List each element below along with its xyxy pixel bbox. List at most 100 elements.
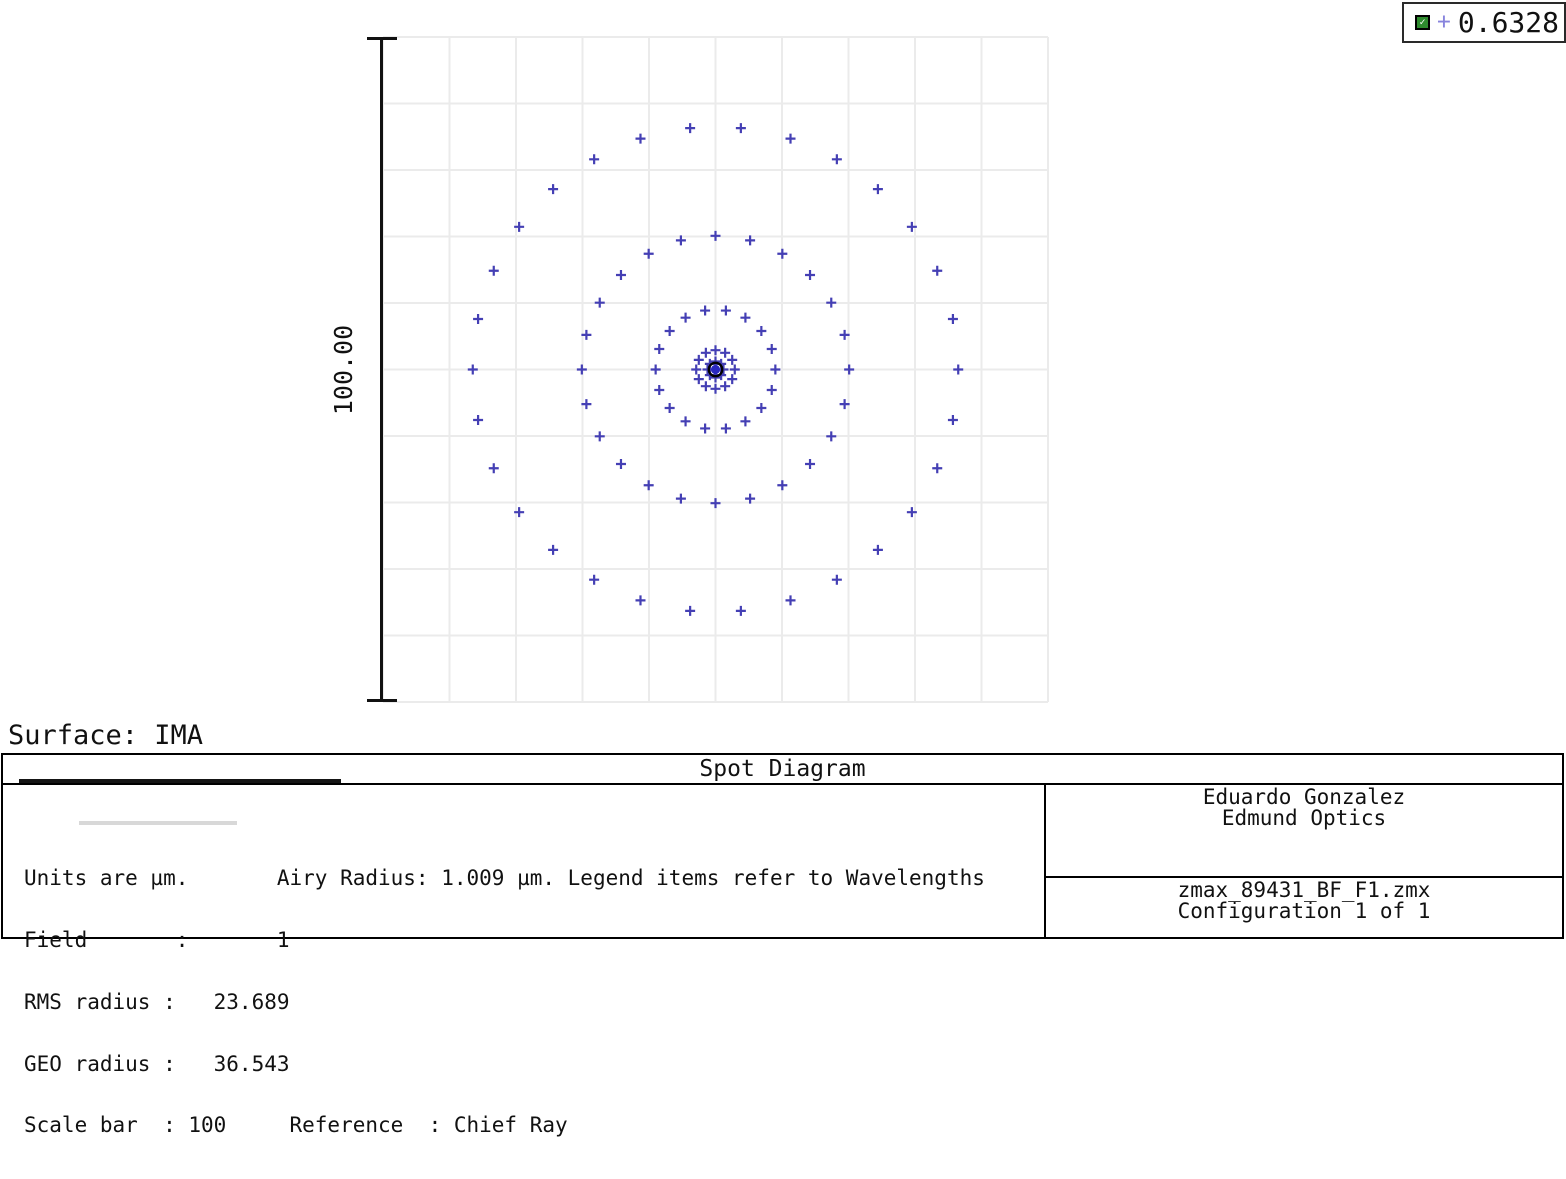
spot-marker-plus — [700, 347, 711, 358]
spot-marker-plus — [745, 235, 756, 246]
author-cell: Eduardo Gonzalez Edmund Optics — [1046, 785, 1562, 878]
spot-marker-plus — [693, 354, 704, 365]
spot-marker-plus — [872, 544, 883, 555]
spot-marker-plus — [581, 399, 592, 410]
spot-marker-plus — [514, 507, 525, 518]
spot-marker-plus — [691, 364, 702, 375]
spot-marker-plus — [785, 133, 796, 144]
spot-marker-plus — [581, 329, 592, 340]
spot-marker-plus — [594, 431, 605, 442]
spot-marker-plus — [756, 326, 767, 337]
spot-marker-plus — [720, 381, 731, 392]
spot-marker-plus — [932, 463, 943, 474]
spot-marker-plus — [700, 423, 711, 434]
rms-radius-line: RMS radius : 23.689 — [24, 989, 290, 1014]
spot-marker-plus — [826, 431, 837, 442]
legend-marker-plus-icon: + — [1437, 9, 1451, 35]
spot-marker-plus — [650, 364, 661, 375]
spot-marker-plus — [947, 314, 958, 325]
geo-radius-line: GEO radius : 36.543 — [24, 1051, 290, 1076]
spot-marker-plus — [953, 364, 964, 375]
spot-marker-plus — [664, 326, 675, 337]
spot-marker-plus — [488, 463, 499, 474]
spot-marker-plus — [735, 605, 746, 616]
spot-marker-plus — [467, 364, 478, 375]
spot-marker-plus — [654, 384, 665, 395]
checkmark-icon: ✓ — [1417, 17, 1428, 28]
spot-marker-plus — [680, 416, 691, 427]
spot-marker-plus — [635, 595, 646, 606]
spot-marker-plus — [685, 605, 696, 616]
configuration-label: Configuration 1 of 1 — [1177, 899, 1431, 923]
spot-marker-plus — [643, 248, 654, 259]
spot-marker-plus — [805, 269, 816, 280]
spot-marker-plus — [720, 305, 731, 316]
spot-marker-plus — [615, 459, 626, 470]
spot-marker-plus — [906, 221, 917, 232]
spot-marker-plus — [766, 344, 777, 355]
render-artifact-bar — [19, 779, 341, 783]
airy-disk-circle — [707, 361, 724, 378]
chief-ray-spot — [710, 364, 721, 375]
spot-marker-plus — [839, 399, 850, 410]
spot-marker-plus — [756, 402, 767, 413]
spot-marker-plus — [702, 364, 713, 375]
spot-marker-plus — [675, 493, 686, 504]
table-body-row: Units are µm. Airy Radius: 1.009 µm. Leg… — [3, 785, 1562, 1136]
spot-marker-plus — [740, 416, 751, 427]
spot-marker-plus — [576, 364, 587, 375]
spot-marker-plus — [831, 574, 842, 585]
spot-marker-plus — [826, 297, 837, 308]
spot-marker-plus — [729, 364, 740, 375]
spot-marker-plus — [589, 154, 600, 165]
spot-diagram-window: 100.00 ✓ + 0.6328 Surface: IMA Spot Diag… — [0, 0, 1566, 1136]
spot-marker-plus — [770, 364, 781, 375]
spot-marker-plus — [594, 297, 605, 308]
spot-marker-plus — [745, 493, 756, 504]
scale-bar — [367, 37, 397, 702]
credit-cell: Eduardo Gonzalez Edmund Optics zmax_8943… — [1044, 785, 1562, 937]
spot-marker-plus — [906, 507, 917, 518]
scalebar-reference-line: Scale bar : 100 Reference : Chief Ray — [24, 1113, 568, 1138]
legend-checkbox[interactable]: ✓ — [1415, 15, 1430, 30]
spot-marker-plus — [727, 354, 738, 365]
spot-marker-plus — [700, 305, 711, 316]
spot-marker-plus — [635, 133, 646, 144]
spot-marker-plus — [735, 123, 746, 134]
spot-marker-plus — [718, 364, 729, 375]
spot-marker-plus — [664, 402, 675, 413]
file-cell: zmax_89431_BF_F1.zmx Configuration 1 of … — [1046, 878, 1562, 937]
spot-marker-plus — [615, 269, 626, 280]
spot-marker-plus — [710, 230, 721, 241]
spot-marker-plus — [488, 265, 499, 276]
spot-marker-plus — [720, 423, 731, 434]
spot-marker-plus — [643, 480, 654, 491]
spot-marker-plus — [777, 248, 788, 259]
company-name: Edmund Optics — [1221, 806, 1387, 830]
spot-points — [467, 123, 964, 616]
spot-marker-plus — [805, 459, 816, 470]
grid — [382, 36, 1049, 703]
spot-marker-plus — [548, 544, 559, 555]
field-line: Field : 1 — [24, 927, 290, 952]
spot-marker-plus — [589, 574, 600, 585]
table-title: Spot Diagram — [3, 755, 1562, 785]
spot-marker-plus — [685, 123, 696, 134]
spot-marker-plus — [700, 381, 711, 392]
file-name: zmax_89431_BF_F1.zmx — [1177, 878, 1431, 902]
spot-marker-plus — [740, 312, 751, 323]
spot-marker-plus — [947, 414, 958, 425]
scale-label: 100.00 — [329, 325, 358, 415]
spot-marker-plus — [710, 356, 721, 367]
spot-marker-plus — [839, 329, 850, 340]
spot-marker-plus — [710, 345, 721, 356]
render-artifact-smear — [79, 821, 237, 825]
spot-marker-plus — [473, 414, 484, 425]
analysis-summary-cell: Units are µm. Airy Radius: 1.009 µm. Leg… — [3, 785, 1044, 1136]
surface-label: Surface: IMA — [8, 720, 204, 751]
spot-marker-plus — [932, 265, 943, 276]
spot-marker-plus — [693, 374, 704, 385]
legend-wavelength-value: 0.6328 — [1457, 5, 1560, 39]
author-name: Eduardo Gonzalez — [1202, 785, 1406, 809]
spot-marker-plus — [548, 184, 559, 195]
